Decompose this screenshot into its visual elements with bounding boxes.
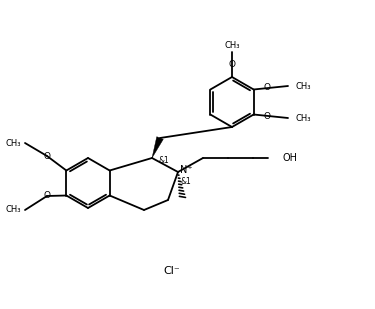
Text: &1: &1	[180, 176, 191, 185]
Text: CH₃: CH₃	[224, 40, 240, 49]
Text: N⁺: N⁺	[180, 165, 193, 175]
Text: O: O	[264, 112, 270, 121]
Text: O: O	[228, 60, 236, 69]
Text: CH₃: CH₃	[295, 82, 311, 91]
Text: CH₃: CH₃	[5, 138, 21, 147]
Text: &1: &1	[158, 155, 169, 164]
Text: Cl⁻: Cl⁻	[164, 266, 180, 276]
Polygon shape	[152, 137, 163, 158]
Text: O: O	[44, 192, 51, 201]
Text: CH₃: CH₃	[295, 113, 311, 122]
Text: CH₃: CH₃	[5, 205, 21, 214]
Text: O: O	[44, 151, 51, 160]
Text: O: O	[264, 83, 270, 91]
Text: OH: OH	[282, 153, 297, 163]
